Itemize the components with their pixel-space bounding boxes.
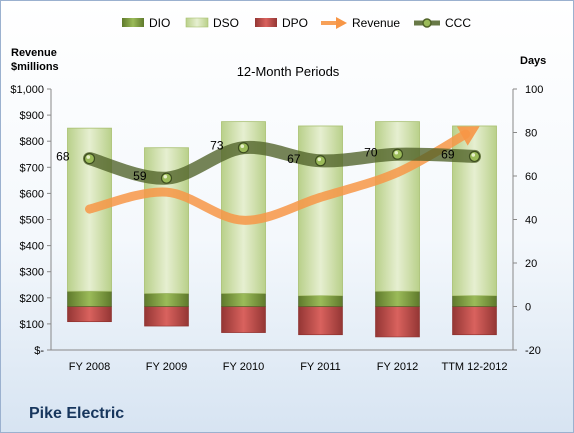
category-label: FY 2011: [300, 361, 341, 373]
category-label: TTM 12-2012: [441, 361, 507, 373]
dpo-bar: [67, 306, 112, 323]
dio-bar: [375, 290, 420, 307]
ccc-point-highlight: [163, 174, 168, 179]
chart-canvas: DIO DSO DPO Revenue CCC Revenue $million…: [10, 16, 546, 373]
right-tick-label: 40: [525, 215, 537, 227]
right-axis-ticks: -20 0 20 40 60 80 100: [513, 84, 543, 357]
legend-label-dpo: DPO: [282, 16, 308, 30]
ccc-point-highlight: [86, 155, 91, 159]
left-axis-ticks: $- $100 $200 $300 $400 $500 $600 $700 $800 $900 $1…: [10, 84, 51, 357]
revenue-layer: [85, 126, 480, 225]
left-tick-label: $-: [34, 345, 44, 357]
right-axis-title: Days: [520, 55, 546, 67]
category-label: FY 2010: [223, 361, 264, 373]
legend-swatch-revenue: [321, 17, 347, 29]
ccc-data-label: 68: [56, 150, 70, 164]
legend-swatch-dso: [185, 17, 209, 28]
left-tick-label: $100: [20, 319, 44, 331]
right-tick-label: -20: [525, 345, 541, 357]
left-tick-label: $300: [20, 267, 44, 279]
ccc-data-label: 69: [441, 147, 455, 161]
ccc-point-highlight: [240, 144, 245, 149]
ccc-point: [468, 150, 481, 163]
left-axis-title-line1: Revenue: [11, 47, 57, 59]
left-tick-label: $600: [20, 188, 44, 200]
dio-bar: [298, 295, 343, 307]
right-tick-label: 60: [525, 171, 537, 183]
ccc-layer: 68 59 73 67 70 69: [56, 139, 481, 185]
legend: DIO DSO DPO Revenue CCC: [122, 16, 471, 30]
ccc-point: [83, 153, 96, 165]
ccc-data-label: 73: [210, 139, 224, 153]
revenue-line: [85, 129, 471, 225]
left-tick-label: $1,000: [10, 84, 44, 96]
chart-title: 12-Month Periods: [237, 64, 340, 79]
legend-label-dso: DSO: [213, 16, 239, 30]
ccc-point-highlight: [317, 157, 322, 162]
dso-bar: [298, 125, 343, 297]
revenue-arrowhead: [456, 126, 480, 146]
ccc-point-highlight: [471, 153, 476, 157]
ccc-data-label: 59: [133, 169, 147, 183]
ccc-point-highlight: [394, 150, 399, 155]
ccc-data-label: 70: [364, 145, 378, 159]
ccc-data-label: 67: [287, 152, 301, 166]
ccc-point: [314, 155, 327, 167]
dio-bar: [67, 290, 112, 307]
dio-bar: [144, 293, 189, 307]
dpo-bar: [221, 306, 266, 333]
left-tick-label: $800: [20, 136, 44, 148]
legend-label-ccc: CCC: [445, 16, 471, 30]
right-tick-label: 100: [525, 84, 543, 96]
right-tick-label: 0: [525, 302, 531, 314]
category-label: FY 2008: [69, 361, 110, 373]
left-tick-label: $400: [20, 241, 44, 253]
category-label: FY 2009: [146, 361, 187, 373]
ccc-point: [160, 172, 173, 184]
legend-swatch-dpo: [255, 18, 277, 27]
dio-bar: [221, 293, 266, 307]
dpo-bar: [144, 306, 189, 327]
dpo-bar: [298, 306, 343, 336]
legend-label-revenue: Revenue: [352, 16, 400, 30]
category-labels: FY 2008 FY 2009 FY 2010 FY 2011 FY 2012 TTM 1…: [69, 361, 508, 373]
ccc-point: [391, 148, 404, 160]
ccc-point: [237, 142, 250, 154]
legend-swatch-dio: [122, 18, 144, 27]
left-tick-label: $700: [20, 162, 44, 174]
dpo-bar: [452, 306, 497, 336]
right-tick-label: 20: [525, 258, 537, 270]
dso-bar: [375, 121, 420, 292]
left-axis-title-line2: $millions: [11, 61, 59, 73]
legend-label-dio: DIO: [149, 16, 170, 30]
right-tick-label: 80: [525, 128, 537, 140]
left-tick-label: $900: [20, 110, 44, 122]
dpo-bar: [375, 306, 420, 338]
legend-swatch-ccc: [414, 18, 440, 28]
category-label: FY 2012: [377, 361, 418, 373]
left-tick-label: $200: [20, 293, 44, 305]
company-name: Pike Electric: [29, 405, 125, 422]
left-tick-label: $500: [20, 215, 44, 227]
dio-bar: [452, 295, 497, 307]
